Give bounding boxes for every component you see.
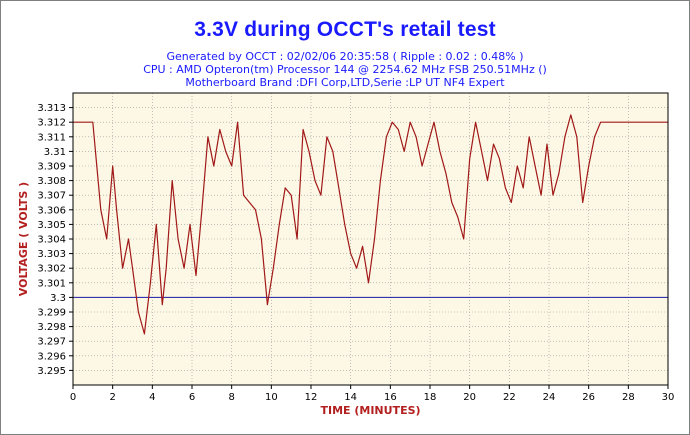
y-axis-label: VOLTAGE ( VOLTS ) [17,182,30,296]
y-tick-label: 3.303 [37,249,66,260]
plot-border [72,92,669,386]
x-tick-label: 2 [109,392,115,403]
x-tick-label: 14 [344,392,357,403]
y-tick-label: 3.301 [37,278,66,289]
y-tick-label: 3.302 [37,264,66,275]
subtitle-motherboard: Motherboard Brand :DFI Corp,LTD,Serie :L… [185,76,505,89]
x-tick-label: 20 [463,392,476,403]
y-tick-label: 3.295 [37,366,66,377]
subtitle-generated: Generated by OCCT : 02/02/06 20:35:58 ( … [166,50,524,63]
y-tick-label: 3.307 [37,191,66,202]
y-tick-label: 3.309 [37,162,66,173]
y-tick-label: 3.298 [37,322,66,333]
x-tick-label: 24 [543,392,556,403]
x-tick-label: 18 [424,392,437,403]
x-tick-label: 16 [384,392,397,403]
x-tick-label: 8 [228,392,234,403]
x-tick-label: 28 [622,392,635,403]
x-axis-ticks: 0 2 4 6 8 10 12 14 16 18 20 22 24 26 28 30 [70,385,675,403]
x-tick-label: 0 [70,392,76,403]
x-tick-label: 22 [503,392,516,403]
x-tick-label: 30 [662,392,675,403]
x-tick-label: 12 [305,392,318,403]
y-tick-label: 3.304 [37,235,66,246]
y-tick-label: 3.306 [37,205,66,216]
x-tick-label: 4 [149,392,155,403]
y-tick-label: 3.299 [37,308,66,319]
x-tick-label: 26 [582,392,595,403]
x-tick-label: 6 [189,392,195,403]
chart-title: 3.3V during OCCT's retail test [194,18,496,41]
y-tick-label: 3.296 [37,351,66,362]
x-tick-label: 10 [265,392,278,403]
y-tick-label: 3.305 [37,220,66,231]
y-tick-label: 3.311 [37,132,66,143]
y-tick-label: 3.31 [44,147,66,158]
y-tick-label: 3.308 [37,176,66,187]
grid-lines [72,93,669,385]
series-line-voltage [73,114,668,335]
x-axis-label: TIME (MINUTES) [320,404,420,417]
y-tick-label: 3.313 [37,103,66,114]
y-axis-ticks: 3.295 3.296 3.297 3.298 3.299 3.3 3.301 3.302 3.… [37,103,73,377]
subtitle-cpu: CPU : AMD Opteron(tm) Processor 144 @ 22… [143,63,547,76]
y-tick-label: 3.3 [50,293,66,304]
y-tick-label: 3.297 [37,337,66,348]
y-tick-label: 3.312 [37,118,66,129]
